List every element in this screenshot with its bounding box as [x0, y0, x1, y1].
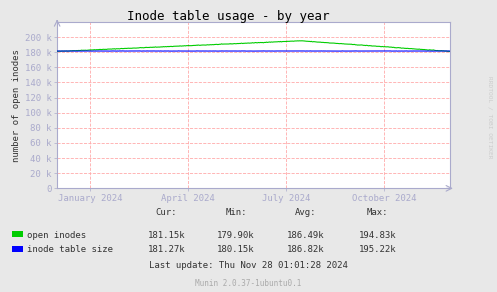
Text: Avg:: Avg: — [295, 208, 317, 217]
Text: Cur:: Cur: — [156, 208, 177, 217]
Text: 186.49k: 186.49k — [287, 231, 325, 239]
Text: 195.22k: 195.22k — [359, 245, 397, 254]
Text: Min:: Min: — [225, 208, 247, 217]
Text: 181.15k: 181.15k — [148, 231, 185, 239]
Text: 179.90k: 179.90k — [217, 231, 255, 239]
Text: 186.82k: 186.82k — [287, 245, 325, 254]
Text: Max:: Max: — [367, 208, 389, 217]
Text: Last update: Thu Nov 28 01:01:28 2024: Last update: Thu Nov 28 01:01:28 2024 — [149, 261, 348, 270]
Text: 180.15k: 180.15k — [217, 245, 255, 254]
Text: 181.27k: 181.27k — [148, 245, 185, 254]
Text: 194.83k: 194.83k — [359, 231, 397, 239]
Text: Inode table usage - by year: Inode table usage - by year — [127, 10, 330, 23]
Text: open inodes: open inodes — [27, 231, 86, 239]
Text: Munin 2.0.37-1ubuntu0.1: Munin 2.0.37-1ubuntu0.1 — [195, 279, 302, 288]
Text: inode table size: inode table size — [27, 245, 113, 254]
Text: RRDTOOL / TOBI OETIKER: RRDTOOL / TOBI OETIKER — [487, 76, 492, 158]
Y-axis label: number of open inodes: number of open inodes — [11, 49, 20, 161]
